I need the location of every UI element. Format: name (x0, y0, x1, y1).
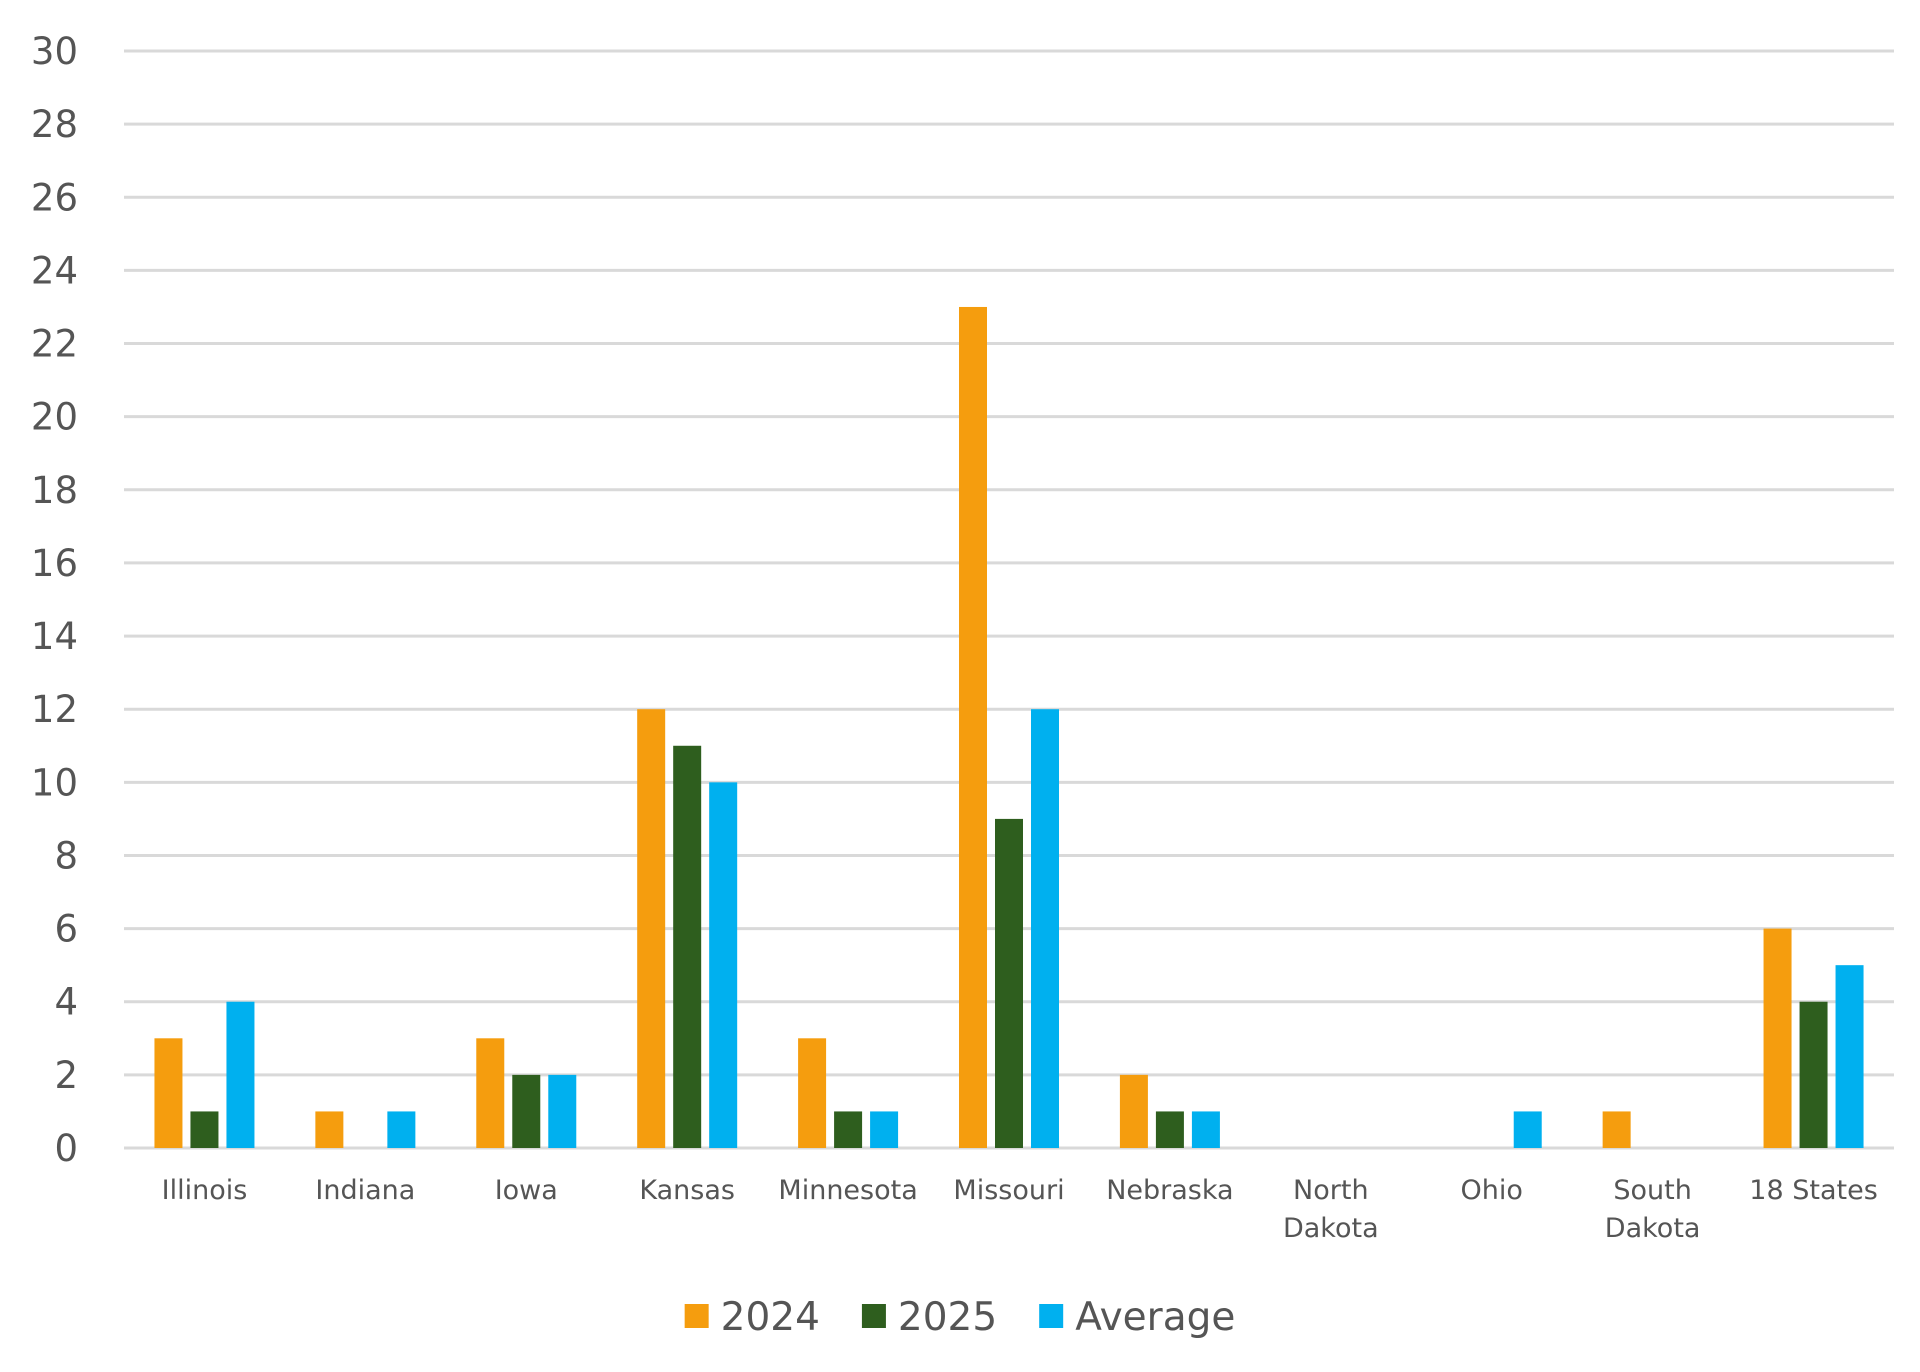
bar-2024 (315, 1111, 344, 1148)
bar-2025 (995, 818, 1023, 1148)
y-tick-label: 18 (31, 469, 78, 512)
x-tick-label: South Dakota (1605, 1175, 1701, 1244)
bar-average (1031, 709, 1059, 1148)
bar-average (1513, 1111, 1542, 1148)
y-tick-label: 24 (31, 249, 78, 292)
bar-average (226, 1001, 255, 1148)
y-tick-label: 6 (54, 908, 78, 951)
legend-item-average: Average (1039, 1295, 1235, 1340)
x-tick-label: Nebraska (1106, 1175, 1233, 1206)
y-tick-label: 12 (31, 688, 78, 731)
bar-2024 (1602, 1111, 1631, 1148)
x-tick-label: 18 States (1749, 1175, 1877, 1206)
legend-swatch (1039, 1304, 1064, 1328)
bar-2024 (476, 1038, 505, 1148)
legend-label: 2024 (721, 1295, 820, 1340)
y-tick-label: 20 (31, 396, 78, 439)
legend: 2024 2025 Average (684, 1295, 1235, 1340)
x-axis-tick-labels: Illinois Indiana Iowa Kansas Minnesota Missou… (162, 1175, 1878, 1244)
y-tick-label: 22 (31, 323, 78, 366)
bar-2025 (190, 1111, 219, 1148)
y-tick-label: 14 (31, 615, 78, 658)
y-tick-label: 8 (54, 834, 78, 877)
legend-item-2024: 2024 (684, 1295, 820, 1340)
bar-2025 (1155, 1111, 1184, 1148)
legend-label: Average (1075, 1295, 1235, 1340)
x-tick-label: Indiana (315, 1175, 415, 1206)
bar-2024 (154, 1038, 183, 1148)
x-tick-label: Minnesota (778, 1175, 917, 1206)
bar-2025 (1799, 1001, 1828, 1148)
x-tick-label: Iowa (495, 1175, 558, 1206)
bar-average (1835, 965, 1864, 1148)
bar-average (870, 1111, 899, 1148)
x-tick-label: Kansas (639, 1175, 735, 1206)
bar-2024 (637, 709, 666, 1148)
x-tick-label: Ohio (1461, 1175, 1523, 1206)
y-tick-label: 2 (54, 1054, 78, 1097)
legend-swatch (861, 1304, 886, 1328)
y-tick-label: 4 (54, 981, 78, 1024)
bar-2024 (1119, 1074, 1148, 1148)
bars (154, 306, 1864, 1148)
x-tick-label: Missouri (953, 1175, 1064, 1206)
y-tick-label: 16 (31, 542, 78, 585)
bar-2024 (1763, 928, 1792, 1148)
bar-2024 (798, 1038, 827, 1148)
x-tick-label: Illinois (162, 1175, 248, 1206)
x-tick-label: North Dakota (1283, 1175, 1379, 1244)
bar-average (709, 782, 738, 1148)
bar-2025 (834, 1111, 863, 1148)
bar-2024 (959, 306, 987, 1148)
bar-2025 (673, 745, 702, 1148)
bar-2025 (512, 1074, 541, 1148)
bar-average (548, 1074, 577, 1148)
legend-swatch (684, 1304, 709, 1328)
y-tick-label: 10 (31, 761, 78, 804)
bar-average (1191, 1111, 1220, 1148)
y-tick-label: 28 (31, 103, 78, 146)
y-tick-label: 26 (31, 176, 78, 219)
y-tick-label: 0 (54, 1127, 78, 1170)
y-tick-label: 30 (31, 30, 78, 73)
legend-label: 2025 (898, 1295, 997, 1340)
bar-average (387, 1111, 416, 1148)
legend-item-2025: 2025 (861, 1295, 997, 1340)
